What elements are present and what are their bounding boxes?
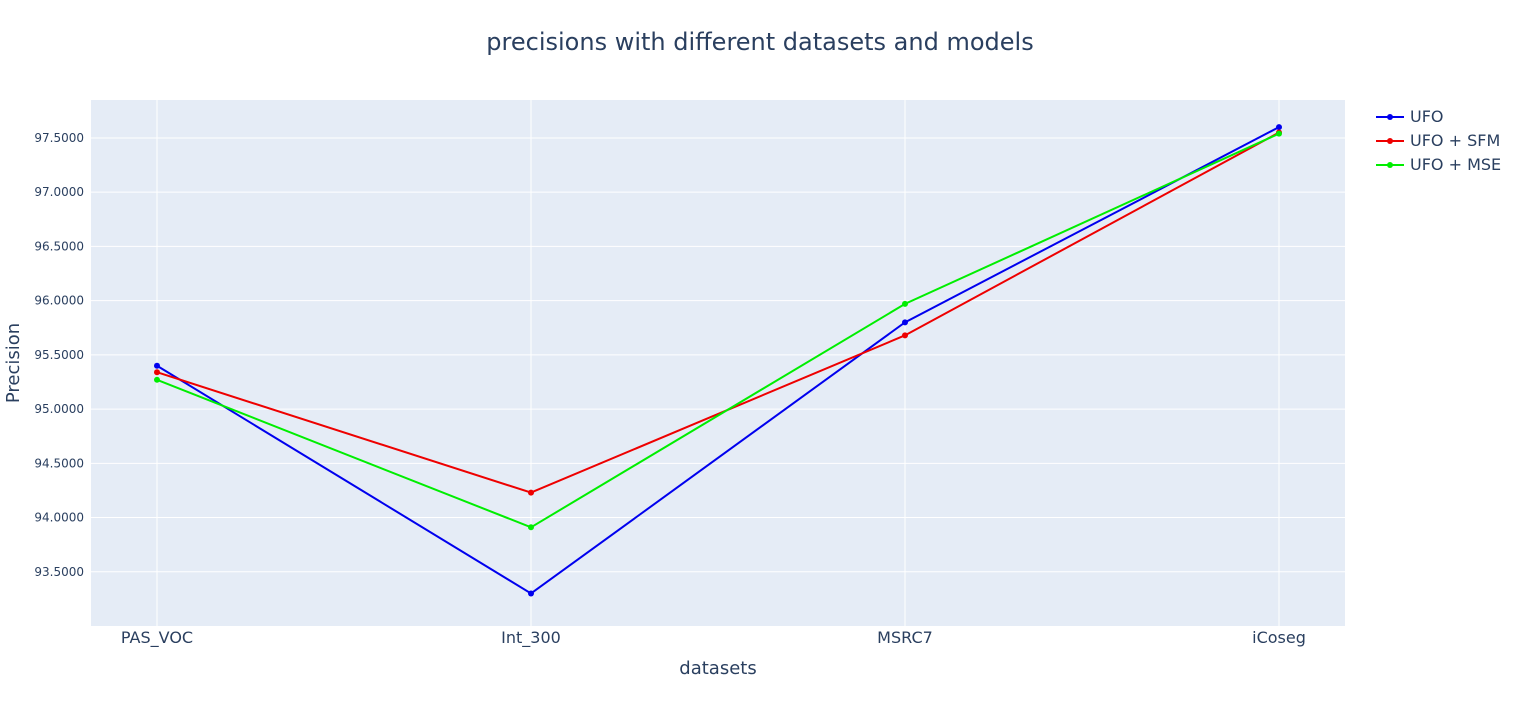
- x-tick-label: PAS_VOC: [121, 628, 193, 648]
- y-tick-label: 95.0000: [34, 402, 84, 416]
- legend-swatch-marker: [1387, 138, 1393, 144]
- data-point: [1276, 130, 1282, 137]
- data-point: [902, 319, 908, 326]
- x-tick-label: iCoseg: [1252, 628, 1306, 647]
- y-tick-label: 96.5000: [34, 239, 84, 253]
- data-point: [902, 300, 908, 307]
- y-tick-label: 96.0000: [34, 294, 84, 308]
- x-tick-label: Int_300: [501, 628, 561, 648]
- series-line: [156, 131, 1280, 494]
- y-axis-ticks: 93.5000 94.0000 94.5000 95.0000 95.5000 96.00…: [34, 131, 84, 579]
- data-point: [154, 376, 160, 383]
- legend-label: UFO: [1410, 107, 1444, 126]
- y-axis-title: Precision: [3, 323, 24, 403]
- legend-item[interactable]: UFO + SFM: [1376, 131, 1500, 150]
- legend-label: UFO + SFM: [1410, 131, 1500, 150]
- legend-swatch-marker: [1387, 162, 1393, 168]
- y-tick-label: 94.5000: [34, 456, 84, 470]
- data-point: [154, 369, 160, 376]
- legend-swatch-marker: [1387, 114, 1393, 120]
- series-ufo: [154, 124, 1282, 597]
- y-tick-label: 94.0000: [34, 511, 84, 525]
- series-line: [156, 132, 1280, 529]
- chart-title: precisions with different datasets and m…: [486, 28, 1033, 56]
- series-ufo-mse: [154, 130, 1282, 531]
- data-point: [528, 590, 534, 597]
- data-point: [902, 332, 908, 339]
- x-axis-ticks: PAS_VOC Int_300 MSRC7 iCoseg: [121, 628, 1306, 648]
- series-line: [156, 126, 1280, 595]
- legend-item[interactable]: UFO: [1376, 107, 1444, 126]
- plot-area: [91, 100, 1345, 626]
- legend[interactable]: UFO UFO + SFM UFO + MSE: [1376, 107, 1501, 174]
- y-tick-label: 93.5000: [34, 565, 84, 579]
- series-ufo-sfm: [154, 129, 1282, 496]
- data-point: [528, 524, 534, 531]
- series-group: [154, 124, 1282, 597]
- legend-item[interactable]: UFO + MSE: [1376, 155, 1501, 174]
- y-tick-label: 97.5000: [34, 131, 84, 145]
- data-point: [1276, 124, 1282, 131]
- x-axis-title: datasets: [679, 658, 756, 679]
- y-tick-label: 97.0000: [34, 185, 84, 199]
- data-point: [528, 489, 534, 496]
- grid: [91, 100, 1345, 626]
- x-tick-label: MSRC7: [877, 628, 933, 647]
- y-tick-label: 95.5000: [34, 348, 84, 362]
- data-point: [154, 362, 160, 369]
- legend-label: UFO + MSE: [1410, 155, 1501, 174]
